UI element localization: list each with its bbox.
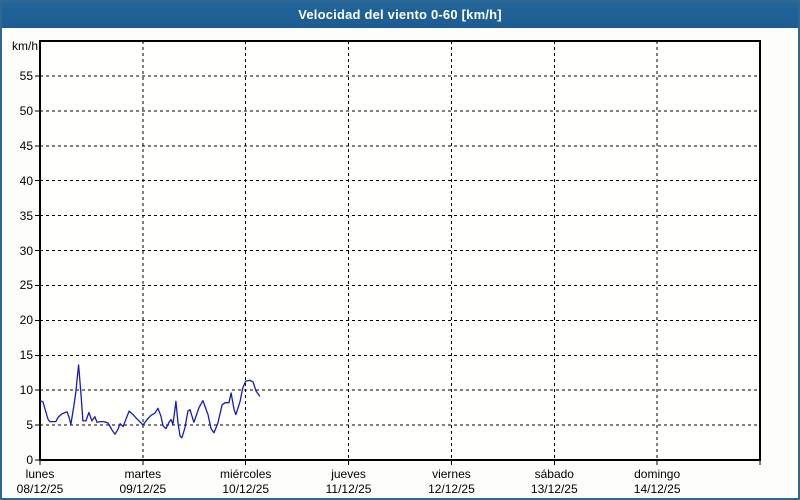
day-name: lunes — [25, 467, 55, 481]
y-tick-label: 50 — [19, 103, 33, 118]
y-tick-label: 10 — [19, 383, 33, 398]
day-date: 12/12/25 — [428, 482, 475, 496]
x-day-label: miércoles 10/12/25 — [194, 467, 298, 496]
y-tick-label: 15 — [19, 348, 33, 363]
x-day-label: jueves 11/12/25 — [297, 467, 401, 496]
day-date: 14/12/25 — [633, 482, 681, 496]
x-day-label: martes 09/12/25 — [91, 467, 195, 496]
day-date: 13/12/25 — [530, 482, 578, 496]
y-tick-label: 25 — [19, 278, 33, 293]
day-name: jueves — [331, 467, 366, 481]
day-date: 08/12/25 — [16, 482, 64, 496]
y-tick-label: 20 — [19, 313, 33, 328]
y-tick-label: 30 — [19, 243, 33, 258]
y-tick-label: 5 — [26, 418, 33, 433]
day-name: sábado — [534, 467, 574, 481]
day-name: domingo — [634, 467, 681, 481]
y-tick-label: 45 — [19, 138, 33, 153]
y-tick-label: 55 — [19, 68, 33, 83]
day-name: martes — [124, 467, 162, 481]
day-date: 10/12/25 — [222, 482, 270, 496]
y-axis-unit-label: km/h — [11, 39, 38, 53]
day-name: viernes — [432, 467, 471, 481]
day-date: 09/12/25 — [119, 482, 167, 496]
x-day-label: sábado 13/12/25 — [502, 467, 606, 496]
title-bar: Velocidad del viento 0-60 [km/h] — [0, 0, 800, 28]
y-tick-label: 35 — [19, 208, 33, 223]
y-tick-label: 0 — [26, 453, 33, 467]
x-day-label: domingo 14/12/25 — [605, 467, 709, 496]
wind-speed-line — [39, 364, 261, 439]
plot-border — [39, 40, 761, 461]
x-day-label: lunes 08/12/25 — [0, 467, 92, 496]
day-name: miércoles — [220, 467, 272, 481]
x-day-label: viernes 12/12/25 — [399, 467, 503, 496]
y-tick-label: 40 — [19, 173, 33, 188]
chart-title: Velocidad del viento 0-60 [km/h] — [298, 6, 502, 22]
day-date: 11/12/25 — [325, 482, 372, 496]
